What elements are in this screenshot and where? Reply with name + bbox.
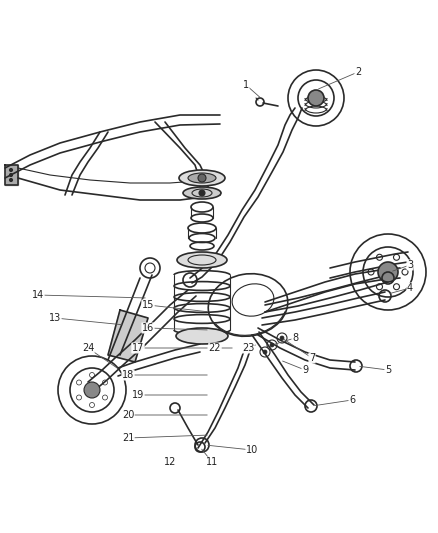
Text: 15: 15 (141, 300, 154, 310)
Circle shape (84, 382, 100, 398)
Text: 4: 4 (406, 283, 412, 293)
Circle shape (269, 343, 273, 347)
Circle shape (10, 179, 12, 182)
Text: 8: 8 (291, 333, 297, 343)
Text: 16: 16 (141, 323, 154, 333)
Text: 7: 7 (308, 353, 314, 363)
Circle shape (10, 174, 12, 176)
Text: 10: 10 (245, 445, 258, 455)
Text: 24: 24 (81, 343, 94, 353)
Text: 19: 19 (131, 390, 144, 400)
Text: 20: 20 (121, 410, 134, 420)
Circle shape (10, 168, 12, 172)
Text: 6: 6 (348, 395, 354, 405)
Circle shape (198, 190, 205, 196)
Text: 5: 5 (384, 365, 390, 375)
Ellipse shape (179, 170, 225, 186)
Ellipse shape (187, 173, 215, 183)
Polygon shape (5, 165, 18, 185)
Circle shape (307, 90, 323, 106)
Polygon shape (108, 310, 148, 362)
Text: 17: 17 (131, 343, 144, 353)
Text: 23: 23 (241, 343, 254, 353)
Text: 11: 11 (205, 457, 218, 467)
Text: 9: 9 (301, 365, 307, 375)
Circle shape (198, 174, 205, 182)
Text: 14: 14 (32, 290, 44, 300)
Circle shape (262, 350, 266, 354)
Text: 21: 21 (121, 433, 134, 443)
Circle shape (377, 262, 397, 282)
Text: 3: 3 (406, 260, 412, 270)
Circle shape (279, 336, 283, 340)
Ellipse shape (183, 187, 220, 199)
Text: 12: 12 (163, 457, 176, 467)
Ellipse shape (176, 328, 227, 344)
Text: 22: 22 (208, 343, 221, 353)
Ellipse shape (177, 252, 226, 268)
Text: 2: 2 (354, 67, 360, 77)
Text: 18: 18 (122, 370, 134, 380)
Text: 1: 1 (242, 80, 248, 90)
Text: 13: 13 (49, 313, 61, 323)
